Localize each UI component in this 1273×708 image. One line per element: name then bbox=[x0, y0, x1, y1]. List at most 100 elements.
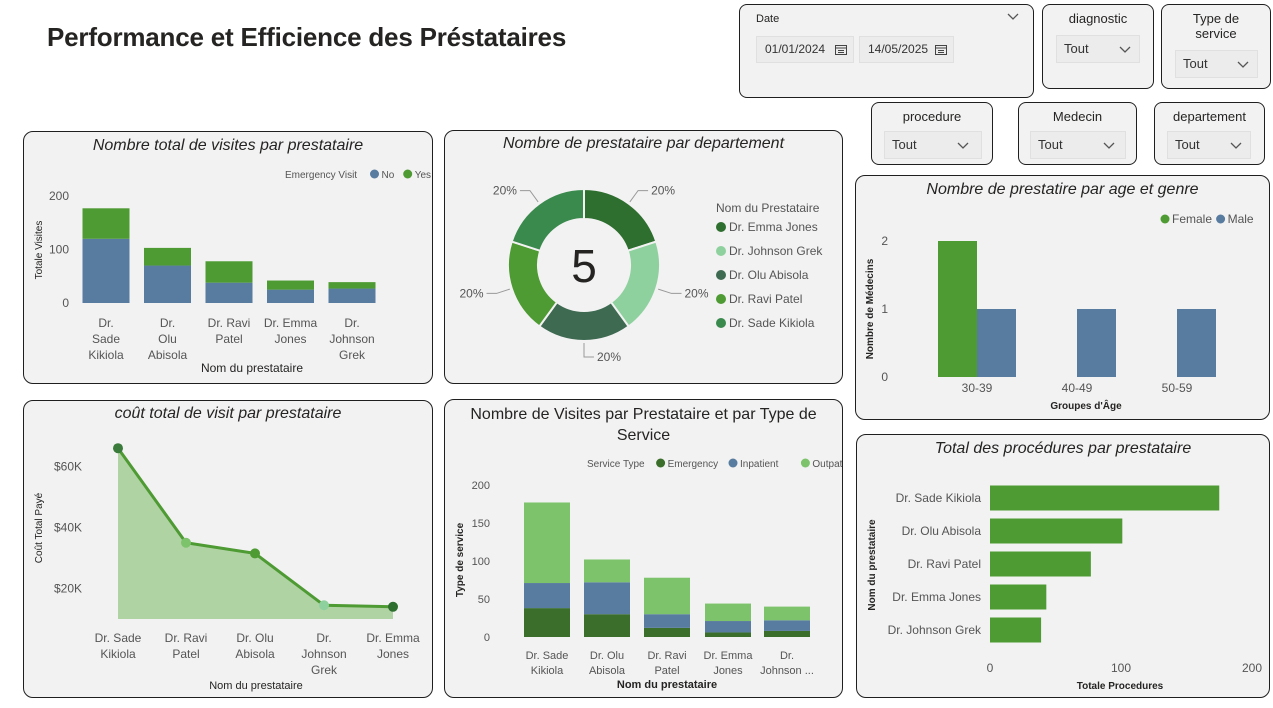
x-tick-label: Dr. Olu Abisola bbox=[589, 650, 626, 677]
chevron-down-icon[interactable] bbox=[1007, 13, 1019, 21]
data-point bbox=[319, 600, 329, 611]
slice-label: 20% bbox=[651, 184, 675, 198]
bar-segment bbox=[644, 614, 690, 628]
medecin-label: Medecin bbox=[1052, 109, 1103, 124]
bar-segment bbox=[584, 559, 630, 583]
date-slicer[interactable]: Date 01/01/2024 14/05/2025 bbox=[739, 4, 1034, 98]
x-tick-label: Dr. Emma Jones bbox=[366, 631, 420, 661]
y-tick-label: 200 bbox=[472, 480, 490, 492]
bar-segment bbox=[524, 583, 570, 609]
departement-dropdown[interactable]: Tout bbox=[1167, 131, 1251, 159]
date-start-value: 01/01/2024 bbox=[765, 42, 826, 56]
chart-title: Nombre de prestatire par age et genre bbox=[926, 181, 1199, 198]
bar-segment bbox=[144, 247, 191, 266]
x-tick-label: Dr. Olu Abisola bbox=[235, 631, 275, 661]
chevron-down-icon bbox=[1103, 142, 1115, 149]
legend-label: Emergency bbox=[668, 459, 719, 470]
date-start-input[interactable]: 01/01/2024 bbox=[756, 36, 854, 63]
bar bbox=[990, 551, 1091, 577]
legend-marker bbox=[716, 246, 726, 256]
slice-label: 20% bbox=[493, 184, 517, 198]
bar bbox=[990, 584, 1047, 610]
x-tick-label: 30-39 bbox=[962, 381, 993, 395]
x-tick-label: Dr. Ravi Patel bbox=[165, 631, 208, 661]
y-tick-label: Dr. Emma Jones bbox=[892, 590, 981, 604]
slice-label: 20% bbox=[459, 286, 483, 300]
x-tick-label: Dr. Johnson Grek bbox=[329, 316, 374, 362]
bar-segment bbox=[82, 208, 130, 239]
x-tick-label: Dr. Sade Kikiola bbox=[95, 631, 142, 661]
visits-chart-card: Nombre total de visites par prestataire … bbox=[23, 131, 433, 384]
bar-segment bbox=[584, 614, 630, 637]
legend-label: Dr. Olu Abisola bbox=[729, 268, 809, 282]
age-gender-chart-card: Nombre de prestatire par age et genre 0 1… bbox=[855, 175, 1270, 420]
data-point bbox=[250, 548, 260, 559]
bar-segment bbox=[644, 577, 690, 615]
slice-label: 20% bbox=[597, 350, 621, 364]
departement-slicer[interactable]: departement Tout bbox=[1154, 102, 1265, 165]
x-tick-label: 40-49 bbox=[1062, 381, 1093, 395]
diagnostic-value: Tout bbox=[1064, 41, 1089, 56]
slice-leader-line bbox=[583, 343, 594, 358]
bar-segment bbox=[205, 282, 253, 303]
bar-segment bbox=[584, 582, 630, 615]
calendar-icon[interactable] bbox=[935, 44, 947, 55]
legend-marker bbox=[403, 169, 413, 179]
legend-label: Dr. Johnson Grek bbox=[729, 244, 823, 258]
legend-label: Yes bbox=[415, 170, 431, 181]
y-axis-title: Type de service bbox=[455, 522, 466, 597]
y-tick-label: 50 bbox=[478, 594, 490, 606]
department-donut-card: Nombre de prestataire par departement 20… bbox=[444, 130, 843, 384]
x-axis-title: Totale Procedures bbox=[1077, 681, 1164, 692]
slice-leader-line bbox=[658, 288, 682, 294]
y-tick-label: 200 bbox=[49, 189, 69, 203]
medecin-slicer[interactable]: Medecin Tout bbox=[1018, 102, 1137, 165]
bar-segment bbox=[705, 621, 751, 633]
visits-chart: 0 100 200 Emergency Visit No Yes Dr. Sade Kikiol… bbox=[34, 169, 431, 375]
y-tick-label: 150 bbox=[472, 518, 490, 530]
service-type-label: Type de service bbox=[1192, 11, 1240, 41]
y-tick-label: 0 bbox=[881, 370, 888, 384]
diagnostic-slicer[interactable]: diagnostic Tout bbox=[1042, 4, 1154, 89]
data-point bbox=[113, 443, 123, 454]
medecin-value: Tout bbox=[1038, 137, 1063, 152]
area-fill bbox=[118, 448, 393, 619]
service-type-dropdown[interactable]: Tout bbox=[1175, 50, 1258, 78]
bar-segment bbox=[82, 238, 130, 303]
donut-slice bbox=[510, 187, 585, 253]
chart-title: Nombre total de visites par prestataire bbox=[92, 137, 364, 154]
medecin-dropdown[interactable]: Tout bbox=[1030, 131, 1126, 159]
y-tick-label: 0 bbox=[62, 296, 69, 310]
bar-segment bbox=[144, 265, 191, 303]
bar bbox=[990, 485, 1220, 511]
y-tick-label: 100 bbox=[49, 243, 69, 257]
diagnostic-dropdown[interactable]: Tout bbox=[1056, 35, 1140, 63]
y-axis-title: Totale Visites bbox=[34, 221, 45, 280]
departement-value: Tout bbox=[1175, 137, 1200, 152]
y-tick-label: 1 bbox=[881, 302, 888, 316]
legend-marker bbox=[728, 458, 738, 468]
x-tick-label: Dr. Olu Abisola bbox=[148, 316, 188, 362]
service-type-slicer[interactable]: Type de service Tout bbox=[1161, 4, 1271, 89]
y-axis-title: Nom du prestataire bbox=[867, 519, 878, 611]
chart-title: Total des procédures par prestataire bbox=[934, 440, 1192, 457]
y-tick-label: Dr. Ravi Patel bbox=[908, 557, 981, 571]
y-tick-label: 0 bbox=[484, 632, 490, 644]
procedure-dropdown[interactable]: Tout bbox=[884, 131, 982, 159]
legend-label: Dr. Emma Jones bbox=[729, 220, 818, 234]
calendar-icon[interactable] bbox=[835, 44, 847, 55]
service-type-value: Tout bbox=[1183, 56, 1208, 71]
legend-label: Male bbox=[1228, 212, 1254, 226]
procedure-slicer[interactable]: procedure Tout bbox=[871, 102, 993, 165]
legend-label: Inpatient bbox=[740, 459, 779, 470]
bar-segment bbox=[705, 632, 751, 637]
procedures-bar-chart: Dr. Sade Kikiola Dr. Olu Abisola Dr. Ravi … bbox=[867, 485, 1262, 692]
legend-label: Dr. Sade Kikiola bbox=[729, 316, 815, 330]
procedures-chart-card: Total des procédures par prestataire Dr.… bbox=[856, 434, 1270, 698]
cost-chart-card: coût total de visit par prestataire $60K… bbox=[23, 400, 433, 698]
date-end-input[interactable]: 14/05/2025 bbox=[859, 36, 954, 63]
x-axis-title: Nom du prestataire bbox=[209, 680, 303, 692]
center-count: 5 bbox=[571, 240, 597, 292]
x-tick-label: Dr. Emma Jones bbox=[264, 316, 318, 346]
bar bbox=[938, 241, 977, 377]
